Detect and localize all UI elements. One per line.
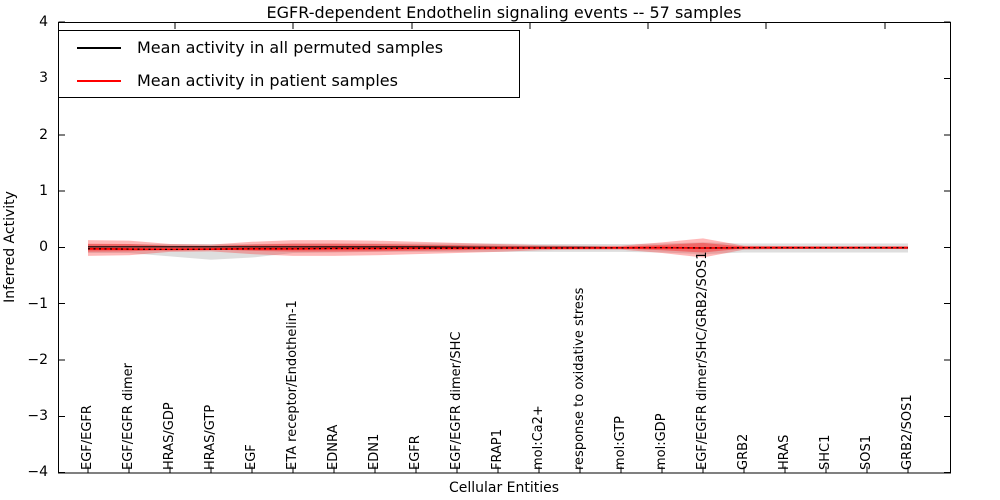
x-tick-label: SHC1 xyxy=(818,434,833,470)
x-tick-label: EDNRA xyxy=(326,424,341,470)
x-tick-label: response to oxidative stress xyxy=(572,287,587,470)
black-line-swatch xyxy=(77,46,121,49)
x-tick-label: EGFR xyxy=(408,435,423,470)
chart-title: EGFR-dependent Endothelin signaling even… xyxy=(266,3,742,22)
legend-entry-patient: Mean activity in patient samples xyxy=(59,66,519,96)
x-tick-label: HRAS/GTP xyxy=(203,404,218,470)
x-axis-label: Cellular Entities xyxy=(448,480,560,496)
legend-label: Mean activity in all permuted samples xyxy=(137,38,444,57)
x-tick-label: SOS1 xyxy=(859,434,874,470)
y-tick-label: −1 xyxy=(27,296,48,312)
x-tick-label: ETA receptor/Endothelin-1 xyxy=(285,300,300,470)
x-tick-label: EGF xyxy=(244,444,259,470)
x-tick-label: EGF/EGFR dimer/SHC xyxy=(449,331,464,470)
y-tick-label: 1 xyxy=(39,183,48,199)
x-tick-label: EGF/EGFR xyxy=(80,405,95,470)
legend-entry-permuted: Mean activity in all permuted samples xyxy=(59,33,519,63)
x-tick-label: FRAP1 xyxy=(490,429,505,470)
x-tick-label: EDN1 xyxy=(367,433,382,470)
x-tick-label: GRB2/SOS1 xyxy=(900,394,915,470)
y-tick-label: 3 xyxy=(39,70,48,86)
legend: Mean activity in all permuted samples Me… xyxy=(58,30,520,98)
permuted-mean-dashed-overlay-line xyxy=(87,247,908,250)
y-tick-label: 0 xyxy=(39,239,48,255)
y-tick-label: 2 xyxy=(39,127,48,143)
x-tick-label: mol:Ca2+ xyxy=(531,405,546,470)
x-tick-label: GRB2 xyxy=(736,433,751,470)
y-tick-label: −3 xyxy=(27,408,48,424)
red-line-swatch xyxy=(77,79,121,82)
y-tick-label: −2 xyxy=(27,352,48,368)
x-tick-label: HRAS xyxy=(777,434,792,470)
x-tick-label: EGF/EGFR dimer/SHC/GRB2/SOS1 xyxy=(695,251,710,471)
legend-label: Mean activity in patient samples xyxy=(137,71,398,90)
x-tick-label: HRAS/GDP xyxy=(162,402,177,470)
y-tick-label: 4 xyxy=(39,14,48,30)
y-tick-label: −4 xyxy=(27,464,48,480)
x-tick-label: mol:GDP xyxy=(654,413,669,470)
x-tick-label: mol:GTP xyxy=(613,416,628,470)
x-tick-label: EGF/EGFR dimer xyxy=(121,363,136,470)
